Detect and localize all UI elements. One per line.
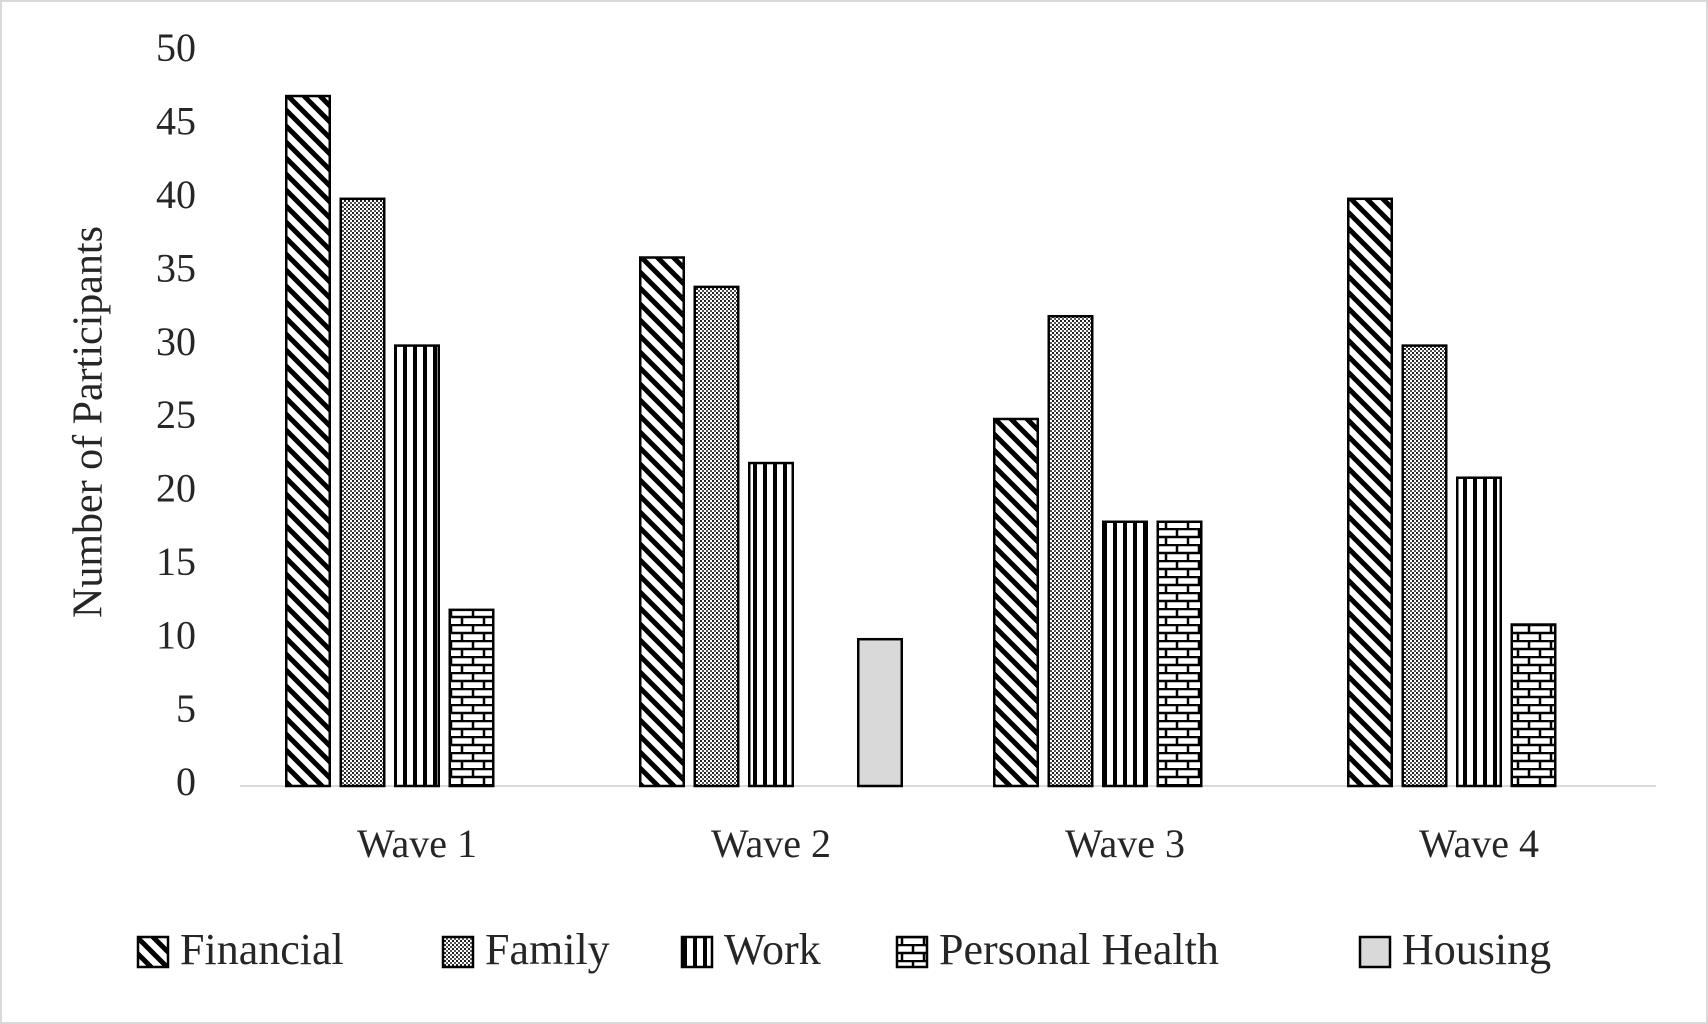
bar — [1102, 520, 1148, 788]
legend-label: Family — [485, 925, 610, 974]
y-tick-label: 35 — [156, 245, 196, 290]
bar — [693, 285, 740, 788]
y-tick-label: 50 — [156, 25, 196, 70]
x-tick-label: Wave 4 — [1419, 821, 1539, 866]
bar — [639, 256, 685, 788]
legend-swatch — [136, 935, 170, 969]
legend-swatch — [441, 935, 475, 969]
bar — [993, 417, 1039, 788]
y-tick-label: 20 — [156, 466, 196, 511]
legend-label: Housing — [1402, 925, 1551, 974]
bar — [1510, 623, 1557, 788]
bar — [394, 344, 440, 788]
y-tick-label: 10 — [156, 612, 196, 657]
bar — [1156, 520, 1203, 788]
bar — [1456, 476, 1502, 788]
bar — [1347, 197, 1393, 788]
bar — [1047, 314, 1094, 788]
x-tick-label: Wave 1 — [357, 821, 477, 866]
legend-swatch — [680, 935, 714, 969]
legend-label: Personal Health — [939, 925, 1219, 974]
legend-swatch — [895, 935, 929, 969]
y-tick-label: 15 — [156, 539, 196, 584]
y-tick-label: 45 — [156, 99, 196, 144]
y-tick-label: 0 — [176, 759, 196, 804]
legend-label: Work — [724, 925, 821, 974]
bar — [339, 197, 386, 788]
y-tick-label: 40 — [156, 172, 196, 217]
bar — [448, 608, 495, 788]
y-axis-title: Number of Participants — [66, 226, 112, 618]
legend-swatch — [1358, 935, 1392, 969]
y-tick-label: 5 — [176, 686, 196, 731]
bar — [285, 94, 331, 788]
x-tick-label: Wave 2 — [711, 821, 831, 866]
legend-label: Financial — [180, 925, 344, 974]
y-tick-label: 25 — [156, 392, 196, 437]
x-tick-label: Wave 3 — [1065, 821, 1185, 866]
y-tick-label: 30 — [156, 319, 196, 364]
bar — [857, 637, 903, 788]
bar — [748, 461, 794, 788]
bar — [1401, 344, 1448, 788]
